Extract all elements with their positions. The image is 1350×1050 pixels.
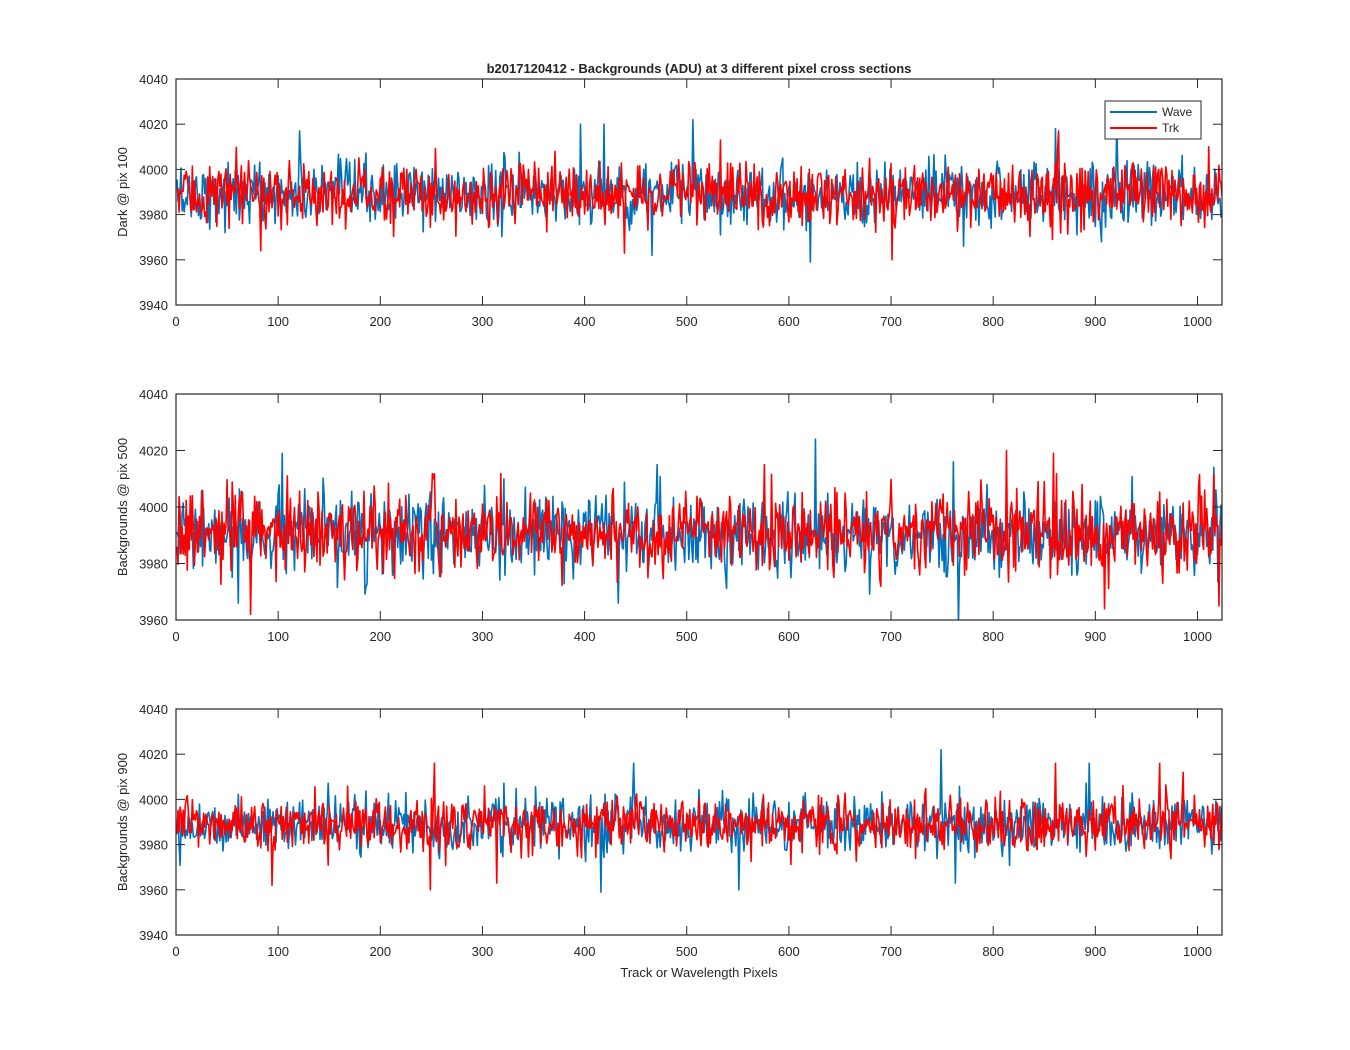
y-tick-label: 3980 [139,838,168,853]
y-tick-label: 4020 [139,117,168,132]
x-tick-label: 800 [982,944,1004,959]
x-tick-label: 100 [267,629,289,644]
x-tick-label: 200 [369,944,391,959]
subplot-1: 0 100 200 300 400 500 600 700 800 900 1000 3940 3960… [115,72,1223,329]
y-tick-label: 3980 [139,557,168,572]
series-line-trk [176,449,1222,616]
axes-box [175,78,1223,306]
x-axis-label: Track or Wavelength Pixels [620,965,778,980]
x-tick-label: 100 [267,944,289,959]
y-tick-label: 4020 [139,747,168,762]
subplot-2: 0 100 200 300 400 500 600 700 800 900 1000 3960 3980… [115,387,1223,644]
series-group [176,748,1222,893]
y-axis-label: Backgrounds @ pix 900 [115,753,130,891]
x-tick-label: 200 [369,314,391,329]
x-tick-label: 700 [880,944,902,959]
x-tick-label: 400 [574,629,596,644]
legend-box [1104,100,1202,140]
y-axis-label: Dark @ pix 100 [115,147,130,237]
legend-label-wave: Wave [1162,105,1193,119]
x-tick-label: 700 [880,314,902,329]
x-tick-label: 500 [676,314,698,329]
subplot-panels: 0 100 200 300 400 500 600 700 800 900 100039403960… [115,72,1223,959]
figure-title: b2017120412 - Backgrounds (ADU) at 3 dif… [487,61,912,76]
series-group [176,438,1222,620]
y-tick-label: 3960 [139,253,168,268]
y-tick-label: 4040 [139,72,168,87]
x-tick-label: 300 [472,944,494,959]
x-tick-label: 0 [172,629,179,644]
series-line-trk [176,130,1222,261]
x-tick-label: 100 [267,314,289,329]
x-tick-label: 400 [574,314,596,329]
x-tick-label: 1000 [1183,944,1212,959]
x-tick-label: 600 [778,314,800,329]
y-tick-label: 4000 [139,162,168,177]
series-line-trk [176,762,1222,891]
x-tick-label: 0 [172,314,179,329]
subplot-3: 0 100 200 300 400 500 600 700 800 900 1000 3940 3960… [115,702,1223,959]
y-tick-label: 4020 [139,444,168,459]
y-tick-label: 3960 [139,883,168,898]
x-tick-label: 500 [676,944,698,959]
legend-label-trk: Trk [1162,121,1180,135]
x-tick-label: 900 [1084,314,1106,329]
x-tick-label: 500 [676,629,698,644]
x-tick-label: 900 [1084,944,1106,959]
y-axis-label: Backgrounds @ pix 500 [115,438,130,576]
x-tick-label: 800 [982,314,1004,329]
x-tick-label: 700 [880,629,902,644]
y-tick-label: 3940 [139,928,168,943]
series-group [176,118,1222,263]
y-tick-label: 4000 [139,500,168,515]
x-tick-label: 1000 [1183,314,1212,329]
x-tick-label: 400 [574,944,596,959]
y-tick-label: 4000 [139,792,168,807]
y-tick-label: 3940 [139,298,168,313]
x-tick-label: 600 [778,944,800,959]
x-tick-label: 1000 [1183,629,1212,644]
x-tick-label: 0 [172,944,179,959]
x-tick-label: 300 [472,314,494,329]
y-tick-label: 4040 [139,702,168,717]
y-tick-label: 3980 [139,208,168,223]
axes-box [175,708,1223,936]
x-tick-label: 800 [982,629,1004,644]
y-tick-label: 3960 [139,613,168,628]
legend: Wave Trk [1104,100,1202,140]
x-tick-label: 200 [369,629,391,644]
y-tick-label: 4040 [139,387,168,402]
x-tick-label: 600 [778,629,800,644]
x-tick-label: 300 [472,629,494,644]
x-tick-label: 900 [1084,629,1106,644]
